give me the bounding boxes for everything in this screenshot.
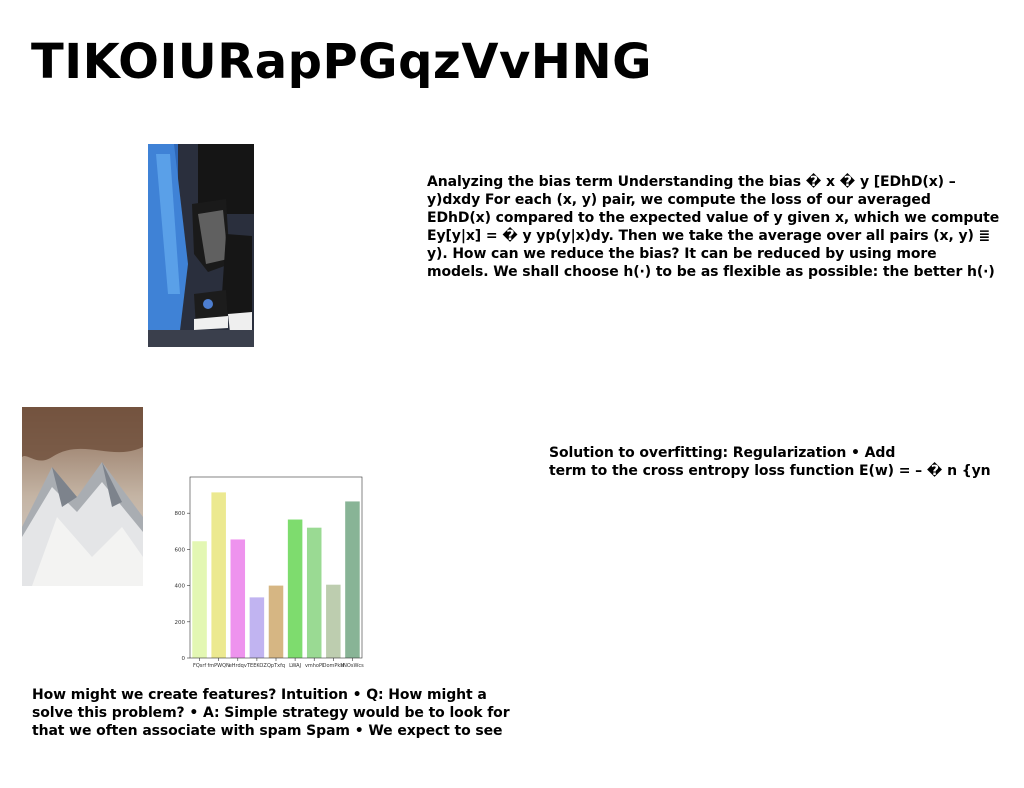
bar-5	[287, 519, 303, 658]
y-tick-label-4: 800	[175, 511, 186, 517]
bar-7	[326, 584, 341, 658]
x-tick-label-1: fmPWQN	[208, 663, 231, 669]
sneakers-photo	[148, 144, 254, 347]
x-tick-label-4: QpTxfq	[267, 663, 285, 669]
bar-2	[230, 539, 246, 658]
x-tick-label-0: FQsrf	[193, 663, 206, 669]
bar-1	[211, 492, 226, 658]
y-tick-label-3: 600	[175, 547, 186, 553]
features-paragraph: How might we create features? Intuition …	[32, 687, 510, 739]
bar-4	[268, 585, 284, 658]
bar-6	[306, 527, 322, 658]
bias-paragraph: Analyzing the bias term Understanding th…	[427, 174, 1000, 280]
slide-title: TIKOIURapPGqzVvHNG	[31, 34, 653, 90]
regularization-paragraph: Solution to overfitting: Regularization …	[549, 445, 991, 479]
x-tick-label-5: LWAJ	[289, 663, 301, 669]
y-tick-label-2: 400	[175, 584, 186, 590]
x-tick-label-6: vmhoPI	[305, 663, 324, 669]
x-tick-label-3: TEEKOZ	[246, 663, 267, 669]
x-tick-label-2: eHrdqv	[229, 663, 247, 669]
y-tick-label-1: 200	[175, 620, 186, 626]
bar-0	[192, 541, 207, 658]
y-tick-label-0: 0	[182, 656, 186, 662]
bar-8	[345, 501, 360, 658]
x-tick-label-8: rNOsWcs	[341, 663, 364, 669]
mountain-photo	[22, 407, 143, 586]
x-tick-label-7: DomPkN	[323, 663, 345, 669]
bar-3	[249, 597, 265, 658]
